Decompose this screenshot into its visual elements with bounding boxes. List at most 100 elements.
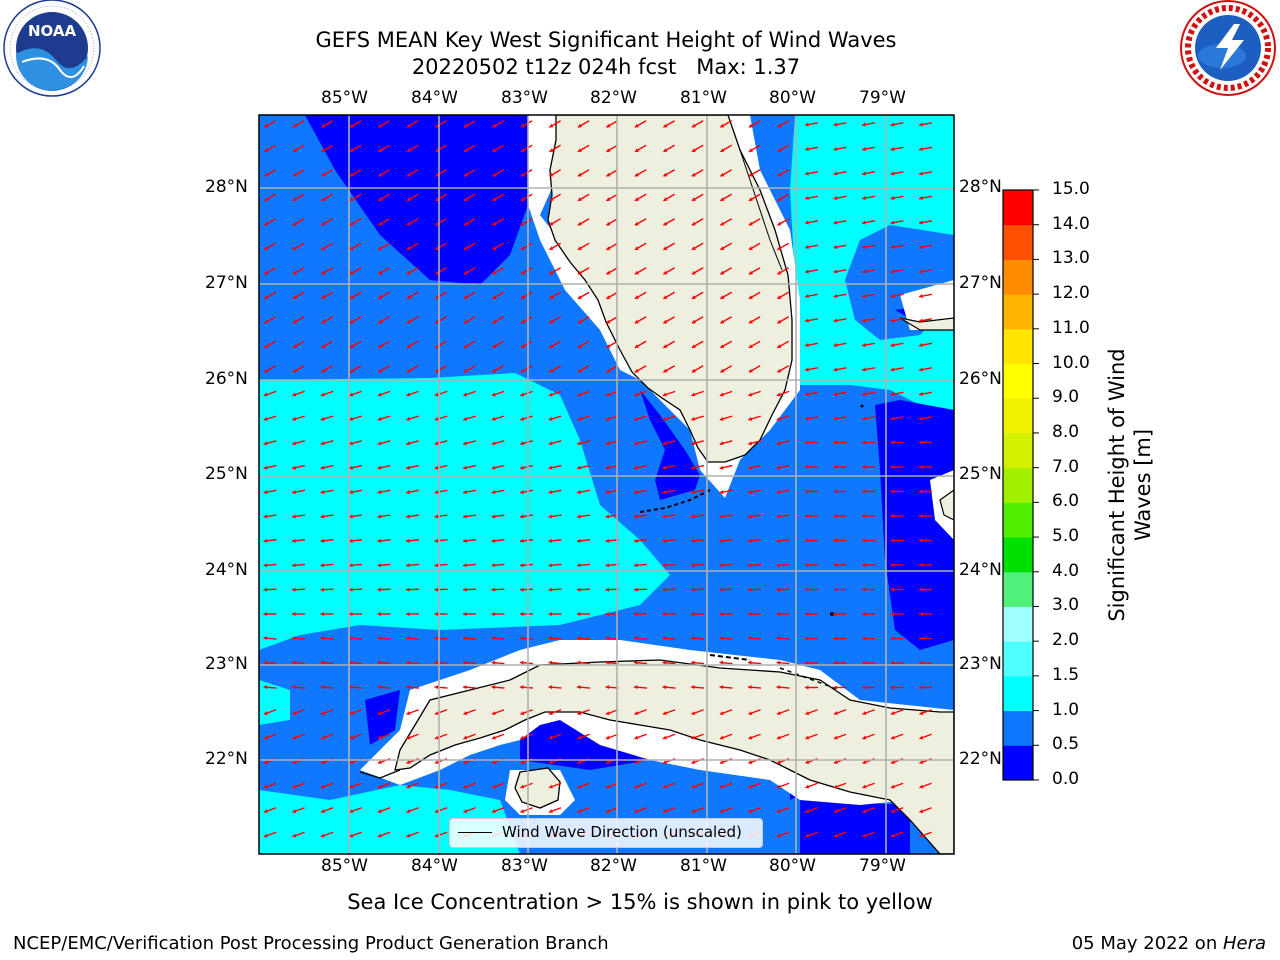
- colorbar-segment: [1003, 571, 1033, 607]
- wave-direction-arrowhead: [663, 295, 668, 299]
- wave-direction-arrowhead: [577, 809, 582, 813]
- wave-direction-arrowhead: [491, 636, 496, 641]
- wave-direction-arrowhead: [577, 441, 582, 446]
- lon-label-bottom: 85°W: [321, 856, 368, 876]
- wave-direction-arrowhead: [720, 172, 725, 177]
- lat-label-right: 25°N: [959, 464, 1002, 484]
- wave-direction-arrowhead: [320, 392, 325, 397]
- wave-direction-arrowhead: [833, 318, 838, 323]
- wave-direction-arrowhead: [548, 441, 553, 446]
- wave-direction-arrowhead: [292, 148, 297, 152]
- wave-direction-arrowhead: [549, 197, 554, 201]
- wave-direction-arrowhead: [406, 660, 410, 665]
- wave-direction-arrowhead: [406, 538, 410, 543]
- wave-direction-arrowhead: [549, 221, 554, 226]
- wave-direction-arrowhead: [719, 587, 724, 592]
- wave-direction-arrowhead: [777, 344, 782, 348]
- wave-direction-arrowhead: [919, 196, 923, 201]
- wave-direction-arrowhead: [434, 416, 439, 421]
- wave-direction-arrowhead: [890, 636, 894, 641]
- wave-direction-arrowhead: [263, 636, 268, 641]
- wave-direction-arrowhead: [605, 465, 610, 470]
- wave-direction-arrowhead: [919, 660, 923, 666]
- wave-direction-arrowhead: [890, 562, 894, 568]
- wave-direction-arrowhead: [663, 221, 668, 226]
- wave-direction-arrowhead: [662, 760, 667, 764]
- wave-direction-arrowhead: [748, 441, 753, 446]
- wave-direction-arrowhead: [491, 660, 496, 665]
- wave-direction-arrowhead: [264, 197, 269, 201]
- wave-direction-arrowhead: [378, 123, 383, 128]
- wave-direction-arrowhead: [548, 416, 553, 421]
- wave-direction-arrowhead: [406, 711, 411, 715]
- legend-label: Wind Wave Direction (unscaled): [502, 823, 742, 841]
- wave-direction-arrowhead: [263, 784, 268, 789]
- colorbar-tick-label: 0.5: [1052, 734, 1080, 755]
- wave-direction-arrowhead: [719, 490, 724, 495]
- wave-direction-arrowhead: [349, 319, 354, 324]
- wave-direction-arrowhead: [833, 562, 837, 568]
- wave-direction-arrowhead: [605, 660, 610, 665]
- wave-direction-arrowhead: [548, 392, 553, 397]
- wave-direction-arrowhead: [492, 270, 497, 275]
- wave-direction-arrowhead: [634, 809, 639, 813]
- wave-direction-arrowhead: [320, 490, 325, 495]
- wave-direction-arrowhead: [606, 246, 611, 250]
- wave-direction-arrowhead: [890, 343, 895, 348]
- wave-direction-arrowhead: [406, 809, 411, 813]
- wave-direction-arrowhead: [833, 122, 838, 127]
- wave-direction-arrowhead: [890, 760, 895, 764]
- wave-direction-arrowhead: [463, 735, 468, 740]
- wave-direction-arrowhead: [520, 735, 525, 740]
- wave-direction-arrowhead: [349, 735, 354, 740]
- wave-direction-arrowhead: [463, 416, 468, 421]
- wave-direction-arrowhead: [606, 123, 611, 128]
- wave-direction-arrowhead: [577, 587, 581, 592]
- wave-direction-arrowhead: [292, 441, 297, 446]
- lon-label-top: 84°W: [411, 88, 458, 108]
- wave-direction-arrowhead: [292, 660, 296, 665]
- wave-direction-arrowhead: [862, 587, 866, 592]
- wave-direction-arrowhead: [691, 221, 696, 226]
- wave-direction-arrowhead: [663, 148, 668, 152]
- colorbar-segment: [1003, 745, 1033, 781]
- wave-direction-arrowhead: [406, 392, 411, 397]
- wave-direction-arrowhead: [720, 197, 725, 201]
- wave-direction-arrowhead: [919, 562, 923, 568]
- wave-direction-arrowhead: [805, 562, 809, 568]
- wave-direction-arrowhead: [520, 465, 524, 470]
- lon-label-top: 83°W: [501, 88, 548, 108]
- wave-direction-arrowhead: [719, 392, 724, 397]
- wave-direction-arrowhead: [463, 660, 467, 665]
- wave-direction-arrowhead: [805, 587, 809, 592]
- wave-direction-arrowhead: [662, 465, 667, 470]
- wave-direction-arrowhead: [663, 172, 668, 177]
- wave-direction-arrowhead: [377, 490, 382, 495]
- wave-direction-arrowhead: [777, 197, 782, 201]
- wave-direction-arrowhead: [919, 784, 924, 789]
- wave-direction-arrowhead: [890, 367, 895, 372]
- wave-direction-arrowhead: [919, 611, 923, 617]
- wave-direction-arrowhead: [776, 416, 781, 421]
- wave-direction-arrowhead: [606, 270, 611, 275]
- wave-direction-arrowhead: [634, 148, 639, 152]
- wave-direction-arrowhead: [662, 611, 666, 617]
- wave-direction-arrowhead: [548, 809, 553, 813]
- wave-direction-arrowhead: [548, 685, 553, 690]
- wave-direction-arrowhead: [691, 465, 695, 470]
- wave-direction-arrowhead: [406, 465, 410, 470]
- wave-direction-arrowhead: [663, 123, 668, 128]
- wave-direction-arrowhead: [520, 441, 525, 446]
- wave-direction-arrowhead: [264, 295, 269, 299]
- wave-direction-arrowhead: [321, 172, 326, 177]
- wave-direction-arrowhead: [463, 221, 468, 226]
- wave-direction-arrowhead: [805, 245, 809, 250]
- map-title: GEFS MEAN Key West Significant Height of…: [315, 28, 897, 52]
- footer-date-text: 05 May 2022 on: [1071, 933, 1223, 954]
- wave-direction-arrowhead: [634, 270, 639, 275]
- wave-direction-arrowhead: [434, 587, 439, 592]
- wave-direction-arrowhead: [805, 489, 809, 494]
- wave-direction-arrowhead: [862, 711, 867, 715]
- wave-direction-arrowhead: [377, 538, 382, 543]
- wave-direction-arrowhead: [463, 514, 467, 519]
